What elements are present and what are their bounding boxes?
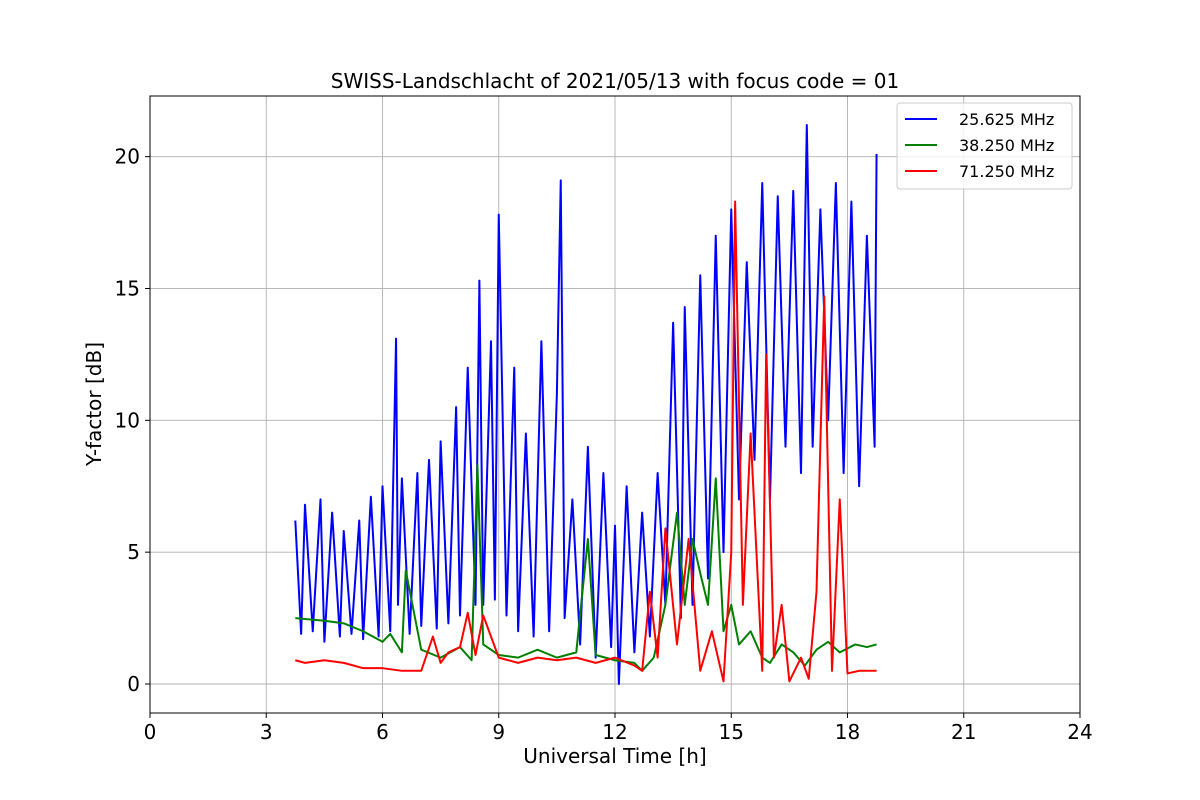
series-line-3	[295, 200, 877, 683]
legend-label: 38.250 MHz	[959, 136, 1054, 155]
legend: 25.625 MHz 38.250 MHz 71.250 MHz	[896, 102, 1073, 190]
x-tick-label: 18	[835, 720, 860, 744]
x-tick-label: 0	[144, 720, 157, 744]
x-tick-label: 15	[719, 720, 744, 744]
plot-area	[294, 124, 878, 685]
x-tick-label: 9	[492, 720, 505, 744]
y-tick-label: 5	[127, 540, 140, 564]
series-line-1	[294, 124, 878, 685]
legend-label: 71.250 MHz	[959, 162, 1054, 181]
x-tick-label: 6	[376, 720, 389, 744]
legend-label: 25.625 MHz	[959, 110, 1054, 129]
y-axis-title: Y-factor [dB]	[82, 342, 106, 467]
y-tick-label: 10	[115, 408, 140, 432]
y-tick-label: 15	[115, 276, 140, 300]
x-axis-title: Universal Time [h]	[523, 744, 706, 768]
y-tick-label: 20	[115, 145, 140, 169]
chart-title: SWISS-Landschlacht of 2021/05/13 with fo…	[331, 69, 899, 93]
x-tick-label: 24	[1067, 720, 1092, 744]
x-axis-ticks: 0 3 6 9 12 15 18 21 24	[144, 713, 1093, 744]
x-tick-label: 21	[951, 720, 976, 744]
x-tick-label: 3	[260, 720, 273, 744]
y-tick-label: 0	[127, 672, 140, 696]
legend-box	[896, 102, 1073, 190]
y-axis-ticks: 0 5 10 15 20	[115, 145, 150, 696]
x-tick-label: 12	[602, 720, 627, 744]
